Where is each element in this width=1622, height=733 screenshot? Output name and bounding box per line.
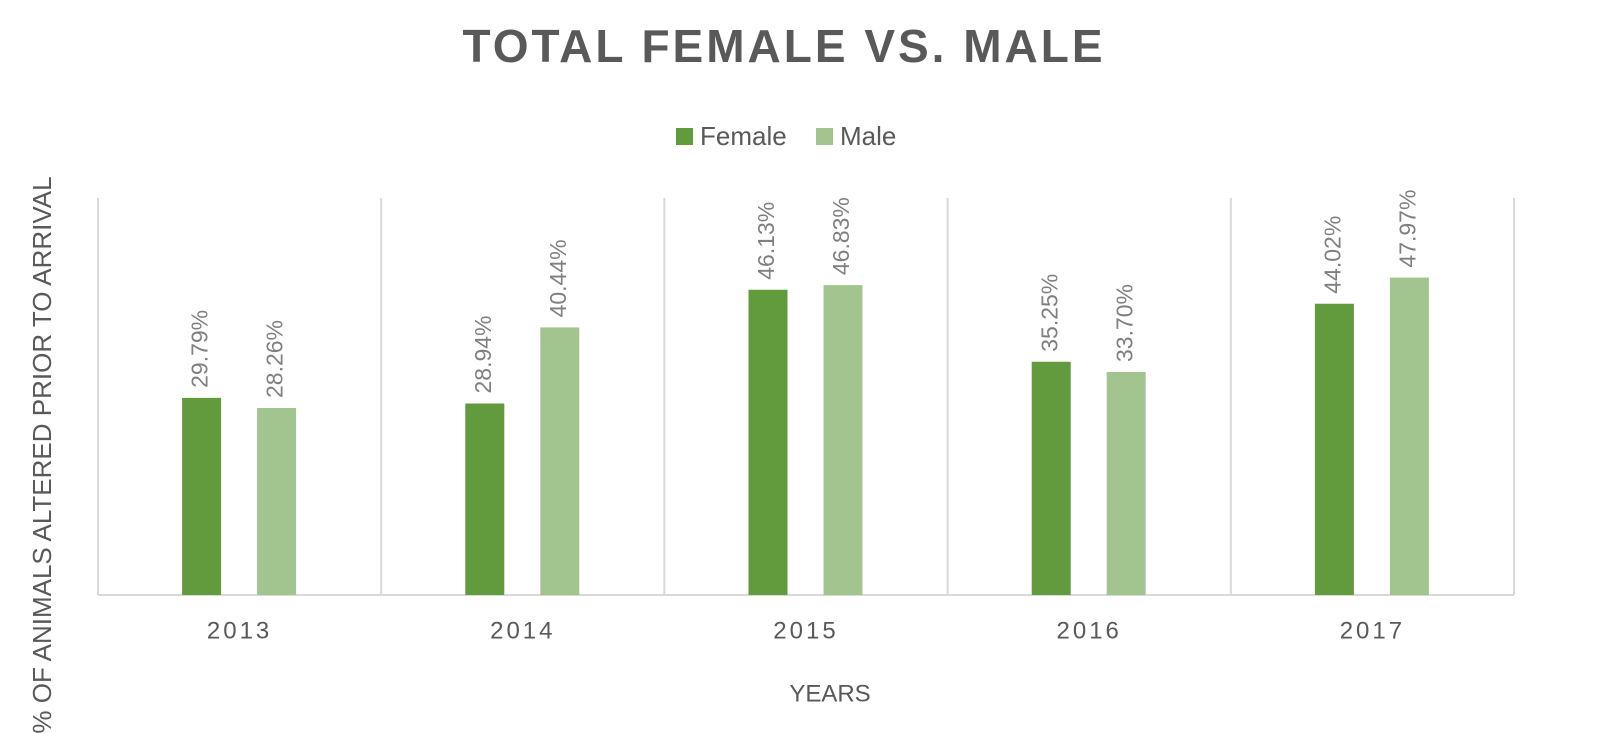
bar	[465, 403, 505, 595]
x-axis-title: YEARS	[789, 680, 870, 707]
chart-title: TOTAL FEMALE VS. MALE	[462, 20, 1105, 72]
bar	[748, 289, 788, 595]
bar	[823, 285, 863, 595]
x-tick-label: 2016	[1057, 617, 1122, 644]
legend-label: Female	[700, 121, 787, 151]
bar	[1106, 372, 1146, 595]
bar	[182, 397, 222, 595]
bar	[1314, 303, 1354, 595]
data-label: 28.94%	[470, 315, 496, 393]
x-tick-label: 2014	[490, 617, 555, 644]
legend-label: Male	[840, 121, 896, 151]
data-label: 29.79%	[187, 310, 213, 388]
data-label: 33.70%	[1111, 284, 1137, 362]
data-label: 46.83%	[828, 197, 854, 275]
x-tick-label: 2013	[207, 617, 272, 644]
data-label: 44.02%	[1319, 216, 1345, 294]
y-axis-title: % OF ANIMALS ALTERED PRIOR TO ARRIVAL	[27, 176, 57, 733]
x-tick-label: 2017	[1340, 617, 1405, 644]
data-label: 46.13%	[753, 202, 779, 280]
bar	[257, 408, 297, 595]
bar	[1031, 361, 1071, 595]
legend-swatch	[676, 128, 693, 145]
data-label: 35.25%	[1036, 274, 1062, 352]
legend-swatch	[816, 128, 833, 145]
x-tick-label: 2015	[773, 617, 838, 644]
data-label: 28.26%	[262, 320, 288, 398]
bar	[540, 327, 580, 595]
data-label: 40.44%	[545, 239, 571, 317]
bar	[1389, 277, 1429, 595]
data-label: 47.97%	[1394, 190, 1420, 268]
